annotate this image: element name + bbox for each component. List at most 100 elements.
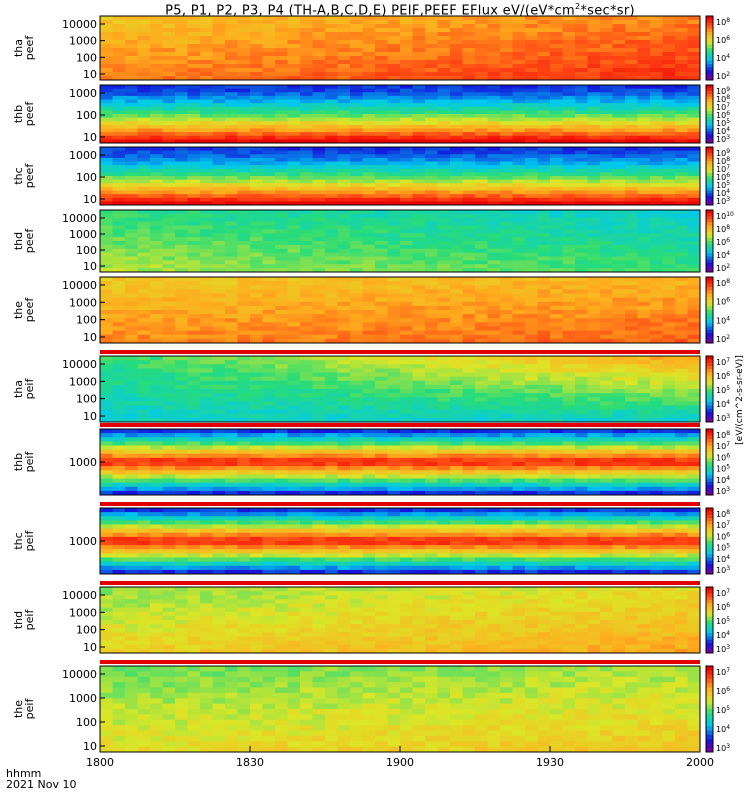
spectrogram-cell: [637, 372, 651, 378]
spectrogram-cell: [287, 117, 301, 122]
spectrogram-cell: [625, 92, 638, 97]
spectrogram-cell: [175, 64, 188, 69]
spectrogram-cell: [662, 56, 676, 61]
colorbar-cell: [706, 329, 713, 334]
spectrogram-cell: [300, 106, 313, 111]
spectrogram-cell: [425, 117, 438, 122]
spectrogram-cell: [437, 338, 451, 344]
spectrogram-cell: [325, 72, 338, 77]
spectrogram-cell: [662, 360, 676, 365]
spectrogram-cell: [262, 106, 276, 111]
spectrogram-cell: [525, 217, 538, 223]
spectrogram-cell: [650, 293, 663, 299]
colorbar-cell: [706, 234, 713, 239]
spectrogram-cell: [487, 85, 501, 90]
spectrogram-cell: [475, 150, 488, 155]
spectrogram-cell: [512, 68, 526, 73]
spectrogram-cell: [525, 233, 538, 238]
spectrogram-cell: [187, 248, 201, 254]
spectrogram-cell: [100, 88, 113, 93]
spectrogram-cell: [450, 64, 463, 69]
spectrogram-cell: [412, 117, 426, 122]
spectrogram-cell: [675, 237, 688, 242]
spectrogram-cell: [575, 99, 588, 104]
spectrogram-cell: [125, 154, 138, 159]
spectrogram-cell: [662, 301, 676, 307]
spectrogram-cell: [350, 334, 363, 340]
spectrogram-cell: [575, 305, 588, 311]
panel-label: the: [12, 301, 25, 319]
spectrogram-cell: [625, 380, 638, 386]
colorbar-cell: [706, 85, 713, 89]
spectrogram-cell: [312, 179, 326, 184]
spectrogram-cell: [150, 356, 163, 361]
spectrogram-cell: [600, 154, 613, 159]
spectrogram-cell: [537, 121, 551, 126]
spectrogram-cell: [475, 225, 488, 230]
spectrogram-cell: [687, 168, 701, 173]
spectrogram-cell: [162, 429, 176, 434]
spectrogram-cell: [212, 330, 226, 336]
spectrogram-cell: [250, 225, 263, 230]
spectrogram-cell: [275, 172, 288, 177]
spectrogram-cell: [487, 364, 501, 369]
spectrogram-cell: [100, 401, 113, 406]
spectrogram-cell: [262, 117, 276, 122]
spectrogram-cell: [150, 301, 163, 307]
spectrogram-cell: [450, 165, 463, 170]
spectrogram-cell: [112, 68, 126, 73]
spectrogram-cell: [237, 248, 251, 254]
spectrogram-cell: [100, 28, 113, 33]
spectrogram-cell: [225, 376, 238, 382]
spectrogram-cell: [375, 60, 388, 65]
spectrogram-cell: [475, 201, 488, 206]
spectrogram-cell: [250, 356, 263, 361]
spectrogram-cell: [187, 293, 201, 299]
spectrogram-cell: [137, 449, 151, 455]
spectrogram-cell: [425, 268, 438, 273]
spectrogram-cell: [537, 397, 551, 402]
spectrogram-cell: [675, 168, 688, 173]
spectrogram-cell: [562, 168, 576, 173]
spectrogram-cell: [237, 393, 251, 398]
spectrogram-cell: [487, 52, 501, 57]
spectrogram-cell: [412, 409, 426, 415]
spectrogram-cell: [187, 389, 201, 394]
spectrogram-cell: [450, 252, 463, 257]
spectrogram-cell: [237, 241, 251, 246]
spectrogram-cell: [362, 397, 376, 402]
spectrogram-cell: [375, 409, 388, 415]
spectrogram-cell: [512, 237, 526, 242]
spectrogram-cell: [175, 44, 188, 49]
spectrogram-cell: [537, 314, 551, 319]
spectrogram-cell: [412, 268, 426, 273]
spectrogram-cell: [212, 210, 226, 215]
spectrogram-cell: [125, 368, 138, 373]
colorbar-cell: [706, 213, 713, 217]
spectrogram-cell: [212, 88, 226, 93]
spectrogram-cell: [212, 318, 226, 323]
spectrogram-cell: [150, 44, 163, 49]
spectrogram-cell: [537, 289, 551, 294]
spectrogram-cell: [137, 154, 151, 159]
spectrogram-cell: [500, 277, 513, 282]
spectrogram-cell: [212, 92, 226, 97]
spectrogram-cell: [300, 405, 313, 411]
spectrogram-cell: [412, 161, 426, 166]
spectrogram-cell: [650, 32, 663, 37]
spectrogram-cell: [562, 360, 576, 365]
spectrogram-cell: [275, 338, 288, 344]
spectrogram-cell: [150, 441, 163, 446]
spectrogram-cell: [462, 117, 476, 122]
spectrogram-cell: [275, 368, 288, 373]
spectrogram-cell: [187, 36, 201, 41]
spectrogram-cell: [175, 114, 188, 119]
spectrogram-cell: [562, 241, 576, 246]
spectrogram-cell: [175, 322, 188, 327]
spectrogram-cell: [450, 48, 463, 53]
spectrogram-cell: [675, 260, 688, 265]
spectrogram-cell: [425, 110, 438, 115]
spectrogram-cell: [137, 165, 151, 170]
spectrogram-cell: [487, 92, 501, 97]
spectrogram-cell: [487, 117, 501, 122]
